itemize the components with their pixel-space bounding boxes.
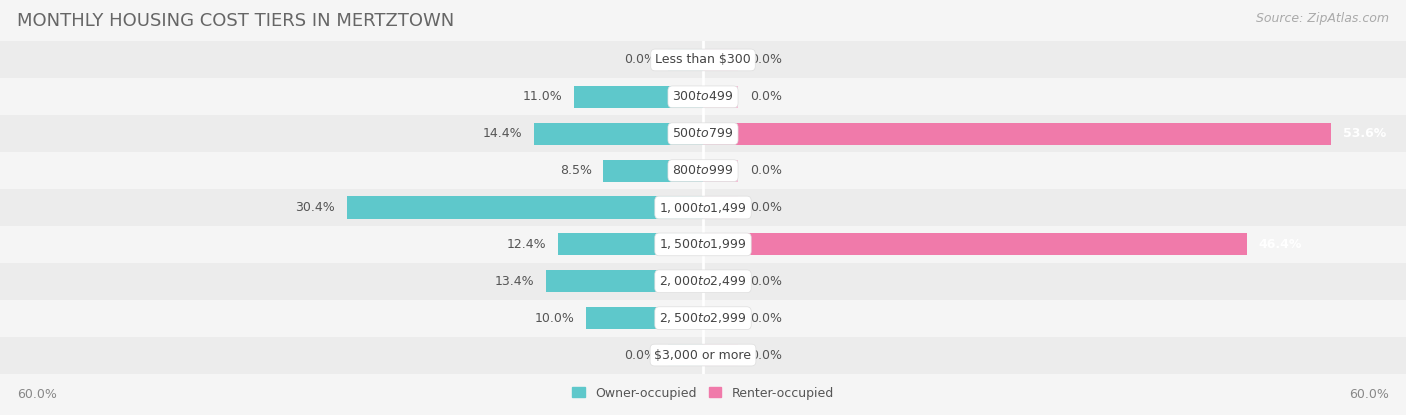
Bar (603, 159, 703, 182)
Bar (574, 86, 703, 108)
Text: 30.4%: 30.4% (295, 201, 335, 214)
Text: 0.0%: 0.0% (749, 54, 782, 66)
Bar (703, 344, 738, 366)
Text: $800 to $999: $800 to $999 (672, 164, 734, 177)
Bar (703, 307, 738, 329)
Text: 0.0%: 0.0% (749, 349, 782, 361)
Bar (703, 123, 1331, 145)
Text: $500 to $799: $500 to $799 (672, 127, 734, 140)
Bar (703, 270, 738, 292)
Text: $300 to $499: $300 to $499 (672, 90, 734, 103)
Text: 0.0%: 0.0% (749, 275, 782, 288)
Text: $1,000 to $1,499: $1,000 to $1,499 (659, 200, 747, 215)
Text: $2,000 to $2,499: $2,000 to $2,499 (659, 274, 747, 288)
Bar (0, 337, 1406, 374)
Text: 0.0%: 0.0% (749, 90, 782, 103)
Bar (0, 300, 1406, 337)
Bar (0, 115, 1406, 152)
Text: 8.5%: 8.5% (560, 164, 592, 177)
Text: 0.0%: 0.0% (749, 312, 782, 325)
Text: 0.0%: 0.0% (624, 349, 657, 361)
Bar (0, 263, 1406, 300)
Bar (0, 42, 1406, 78)
Bar (347, 196, 703, 219)
Text: 60.0%: 60.0% (17, 388, 56, 401)
Bar (534, 123, 703, 145)
Text: Less than $300: Less than $300 (655, 54, 751, 66)
Legend: Owner-occupied, Renter-occupied: Owner-occupied, Renter-occupied (568, 382, 838, 405)
Text: MONTHLY HOUSING COST TIERS IN MERTZTOWN: MONTHLY HOUSING COST TIERS IN MERTZTOWN (17, 12, 454, 30)
Bar (668, 49, 703, 71)
Text: 14.4%: 14.4% (482, 127, 523, 140)
Text: 53.6%: 53.6% (1343, 127, 1386, 140)
Bar (546, 270, 703, 292)
Text: $1,500 to $1,999: $1,500 to $1,999 (659, 237, 747, 251)
Bar (0, 226, 1406, 263)
Text: 0.0%: 0.0% (749, 201, 782, 214)
Text: 12.4%: 12.4% (506, 238, 546, 251)
Bar (703, 196, 738, 219)
Bar (558, 233, 703, 256)
Bar (0, 78, 1406, 115)
Text: 11.0%: 11.0% (523, 90, 562, 103)
Bar (668, 344, 703, 366)
Bar (586, 307, 703, 329)
Text: 0.0%: 0.0% (624, 54, 657, 66)
Bar (703, 49, 738, 71)
Text: 60.0%: 60.0% (1350, 388, 1389, 401)
Text: 0.0%: 0.0% (749, 164, 782, 177)
Text: 46.4%: 46.4% (1258, 238, 1302, 251)
Text: $3,000 or more: $3,000 or more (655, 349, 751, 361)
Text: 10.0%: 10.0% (534, 312, 574, 325)
Bar (0, 189, 1406, 226)
Bar (703, 233, 1247, 256)
Bar (703, 159, 738, 182)
Text: $2,500 to $2,999: $2,500 to $2,999 (659, 311, 747, 325)
Bar (0, 152, 1406, 189)
Text: Source: ZipAtlas.com: Source: ZipAtlas.com (1256, 12, 1389, 25)
Text: 13.4%: 13.4% (495, 275, 534, 288)
Bar (703, 86, 738, 108)
